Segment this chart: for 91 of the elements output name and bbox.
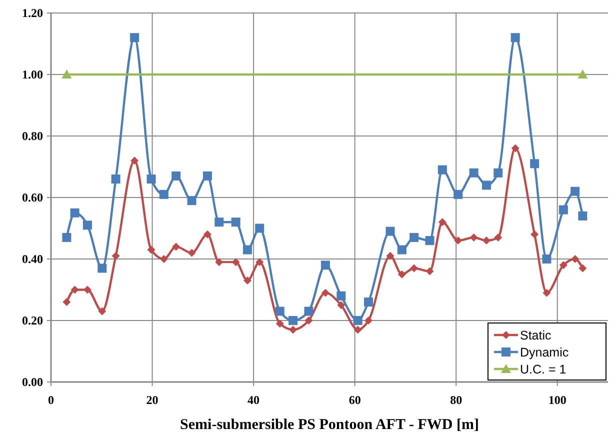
point bbox=[214, 218, 224, 227]
point bbox=[276, 320, 284, 328]
point bbox=[511, 144, 520, 152]
point bbox=[578, 211, 588, 220]
y-tick-label: 0.60 bbox=[22, 190, 43, 204]
x-tick-label: 20 bbox=[146, 393, 158, 407]
point bbox=[304, 316, 313, 324]
x-axis-title: Semi-submersible PS Pontoon AFT - FWD [m] bbox=[180, 417, 479, 433]
point bbox=[231, 218, 240, 227]
point bbox=[130, 33, 140, 42]
point bbox=[62, 232, 72, 242]
point bbox=[242, 245, 252, 254]
point bbox=[469, 168, 478, 178]
point bbox=[386, 226, 395, 236]
x-tick-label: 0 bbox=[48, 393, 54, 407]
point bbox=[202, 171, 212, 180]
y-tick-label: 0.80 bbox=[22, 129, 43, 143]
x-tick-label: 100 bbox=[548, 393, 566, 407]
point bbox=[98, 307, 106, 316]
point bbox=[410, 264, 418, 272]
point bbox=[470, 233, 478, 242]
point bbox=[255, 224, 264, 233]
point bbox=[320, 260, 330, 270]
x-tick-label: 40 bbox=[248, 393, 260, 407]
point bbox=[426, 267, 434, 276]
x-tick-label: 60 bbox=[348, 393, 361, 407]
point bbox=[454, 236, 462, 245]
point bbox=[203, 230, 212, 238]
point bbox=[160, 255, 168, 263]
legend-label: U.C. = 1 bbox=[520, 362, 566, 376]
point bbox=[289, 326, 298, 334]
point bbox=[98, 264, 107, 273]
point bbox=[112, 252, 120, 260]
y-tick-label: 0.40 bbox=[22, 252, 43, 266]
point bbox=[130, 156, 139, 165]
point bbox=[542, 288, 551, 297]
point bbox=[82, 220, 92, 230]
point bbox=[62, 298, 71, 306]
point bbox=[336, 291, 346, 300]
point bbox=[558, 205, 568, 214]
point bbox=[159, 190, 168, 199]
point bbox=[187, 196, 196, 206]
point bbox=[83, 286, 92, 294]
point bbox=[215, 258, 224, 266]
point bbox=[559, 261, 568, 270]
point bbox=[354, 326, 362, 334]
point bbox=[578, 264, 587, 272]
point bbox=[397, 245, 406, 254]
point bbox=[353, 316, 362, 325]
point bbox=[542, 254, 552, 264]
point bbox=[482, 180, 491, 190]
point bbox=[172, 242, 180, 251]
point bbox=[70, 286, 79, 294]
point bbox=[510, 33, 520, 42]
point bbox=[530, 159, 540, 168]
legend-label: Dynamic bbox=[520, 346, 569, 360]
point bbox=[275, 306, 284, 316]
point bbox=[188, 248, 196, 257]
point bbox=[454, 190, 463, 199]
point bbox=[494, 233, 502, 242]
y-tick-label: 1.00 bbox=[22, 68, 43, 82]
x-tick-label: 80 bbox=[450, 393, 462, 407]
point bbox=[530, 230, 539, 238]
point bbox=[364, 316, 372, 324]
point bbox=[571, 255, 580, 263]
legend-label: Static bbox=[520, 328, 552, 342]
point bbox=[111, 174, 120, 184]
point bbox=[172, 171, 181, 180]
point bbox=[243, 276, 252, 285]
point bbox=[232, 258, 240, 266]
point bbox=[386, 252, 394, 260]
point bbox=[482, 236, 490, 245]
y-tick-label: 1.20 bbox=[22, 6, 43, 20]
point bbox=[321, 288, 330, 297]
point bbox=[570, 186, 580, 196]
point bbox=[337, 301, 346, 310]
point bbox=[398, 270, 406, 278]
point bbox=[304, 306, 314, 316]
point bbox=[364, 298, 373, 307]
point bbox=[146, 174, 156, 184]
point bbox=[288, 316, 298, 325]
y-tick-label: 0.00 bbox=[22, 375, 43, 389]
point bbox=[70, 208, 80, 218]
point bbox=[438, 218, 446, 226]
point bbox=[438, 165, 447, 174]
point bbox=[256, 258, 264, 266]
point bbox=[494, 168, 503, 178]
point bbox=[410, 232, 419, 242]
point bbox=[147, 246, 156, 254]
point bbox=[425, 236, 434, 246]
y-tick-label: 0.20 bbox=[22, 314, 43, 328]
